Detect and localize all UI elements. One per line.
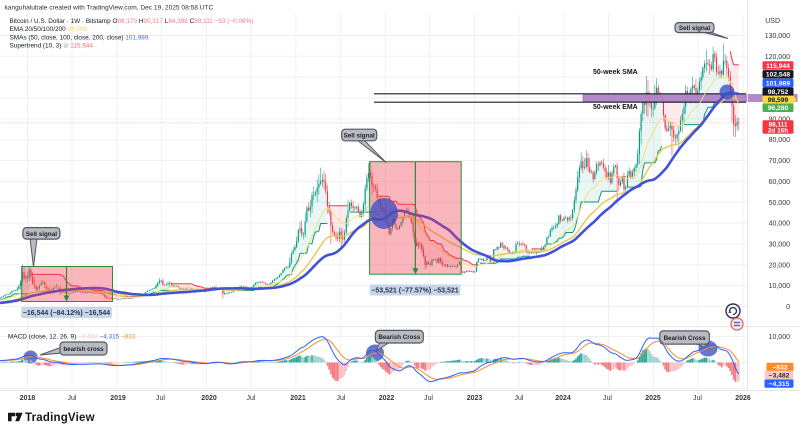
svg-text:SMAs (50, close, 100, close, 2: SMAs (50, close, 100, close, 200, close)… xyxy=(10,34,149,41)
svg-text:50,000: 50,000 xyxy=(769,200,791,207)
svg-text:0: 0 xyxy=(786,304,790,311)
svg-text:10,000: 10,000 xyxy=(769,334,791,341)
svg-text:Jul: Jul xyxy=(515,395,524,402)
svg-text:−833: −833 xyxy=(772,364,787,371)
svg-text:40,000: 40,000 xyxy=(769,221,791,228)
svg-text:2020: 2020 xyxy=(201,395,217,402)
svg-text:Sell signal: Sell signal xyxy=(344,132,375,139)
svg-text:Sell signal: Sell signal xyxy=(679,25,710,32)
svg-text:USD: USD xyxy=(765,18,780,25)
svg-text:Jul: Jul xyxy=(603,395,612,402)
svg-text:−4,315: −4,315 xyxy=(769,381,790,388)
svg-text:98,599: 98,599 xyxy=(768,97,789,104)
svg-text:2025: 2025 xyxy=(645,395,661,402)
svg-text:Bearish Cross: Bearish Cross xyxy=(378,334,421,341)
svg-text:90,000: 90,000 xyxy=(769,116,791,123)
svg-text:2018: 2018 xyxy=(20,395,36,402)
svg-text:20,000: 20,000 xyxy=(769,262,791,269)
svg-text:−53,521 (−77.57%) −53,521: −53,521 (−77.57%) −53,521 xyxy=(371,288,458,295)
svg-text:30,000: 30,000 xyxy=(769,241,791,248)
svg-text:Sell signal: Sell signal xyxy=(26,231,57,238)
svg-text:MACD (close, 12, 26, 9) −3,482: MACD (close, 12, 26, 9) −3,482 −4,315 −8… xyxy=(8,334,136,341)
svg-text:EMA 20/50/100/200 98,599: EMA 20/50/100/200 98,599 xyxy=(10,26,88,33)
svg-text:2019: 2019 xyxy=(110,395,126,402)
svg-text:Jul: Jul xyxy=(424,395,433,402)
svg-text:102,548: 102,548 xyxy=(766,72,790,79)
svg-text:2026: 2026 xyxy=(735,395,751,402)
svg-text:2d 16h: 2d 16h xyxy=(768,128,788,135)
svg-text:Jul: Jul xyxy=(68,395,77,402)
svg-text:TradingView: TradingView xyxy=(25,412,95,424)
svg-text:10,000: 10,000 xyxy=(769,283,791,290)
svg-text:Bearish Cross: Bearish Cross xyxy=(664,335,707,342)
svg-text:−3,482: −3,482 xyxy=(769,372,790,379)
svg-text:101,989: 101,989 xyxy=(766,80,790,87)
svg-text:Supertrend (10, 3) ⊘ 115,944: Supertrend (10, 3) ⊘ 115,944 xyxy=(10,43,94,50)
svg-text:2022: 2022 xyxy=(379,395,395,402)
svg-text:Jul: Jul xyxy=(247,395,256,402)
svg-text:130,000: 130,000 xyxy=(765,33,790,40)
svg-text:kanguhalubale created with Tra: kanguhalubale created with TradingView.c… xyxy=(5,5,214,12)
svg-text:50-week SMA: 50-week SMA xyxy=(593,69,638,76)
svg-text:50-week EMA: 50-week EMA xyxy=(593,104,638,111)
svg-text:115,944: 115,944 xyxy=(766,63,790,70)
svg-text:2024: 2024 xyxy=(555,395,571,402)
svg-text:2023: 2023 xyxy=(467,395,483,402)
svg-text:2021: 2021 xyxy=(290,395,306,402)
svg-text:−16,544 (−84.12%) −16,544: −16,544 (−84.12%) −16,544 xyxy=(23,310,110,317)
svg-text:98,752: 98,752 xyxy=(768,89,789,96)
svg-text:Jul: Jul xyxy=(337,395,346,402)
svg-text:120,000: 120,000 xyxy=(765,54,790,61)
svg-text:Jul: Jul xyxy=(693,395,702,402)
svg-text:60,000: 60,000 xyxy=(769,179,791,186)
svg-text:70,000: 70,000 xyxy=(769,158,791,165)
svg-text:Bitcoin / U.S. Dollar · 1W · B: Bitcoin / U.S. Dollar · 1W · Bitstamp O8… xyxy=(10,18,254,25)
svg-text:bearish cross: bearish cross xyxy=(63,346,104,353)
svg-text:Jul: Jul xyxy=(156,395,165,402)
svg-text:80,000: 80,000 xyxy=(769,137,791,144)
svg-text:88,111: 88,111 xyxy=(769,121,788,128)
svg-text:96,280: 96,280 xyxy=(768,105,789,112)
